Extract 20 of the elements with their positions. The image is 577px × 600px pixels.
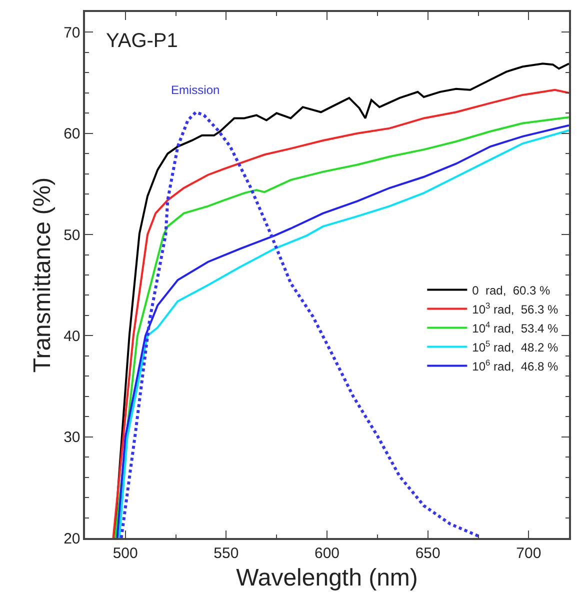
x-tick-label: 650 [415, 544, 440, 562]
legend-label: 10$^{5}$ rad, 48.2 % [472, 338, 559, 354]
x-tick-label: 500 [112, 544, 138, 562]
annotation: YAG-P1 [106, 30, 178, 52]
y-tick-label: 50 [64, 226, 80, 244]
y-tick-label: 20 [64, 530, 80, 548]
y-tick-label: 40 [64, 328, 80, 345]
y-axis-title: Transmittance (%) [29, 177, 56, 373]
y-tick-label: 60 [64, 126, 80, 143]
y-tick-label: 30 [64, 429, 80, 446]
x-axis-title: Wavelength (nm) [236, 564, 418, 592]
legend-label: 10$^{3}$ rad, 56.3 % [472, 300, 559, 316]
legend-label: 10$^{6}$ rad, 46.8 % [472, 357, 559, 374]
y-tick-label: 70 [64, 24, 80, 42]
series-label: Emission [171, 83, 220, 97]
x-tick-label: 700 [516, 544, 542, 562]
legend-label: 0 rad, 60.3 % [472, 283, 551, 298]
x-tick-label: 600 [314, 544, 340, 562]
x-tick-label: 550 [214, 544, 239, 562]
legend-label: 10$^{4}$ rad, 53.4 % [472, 319, 559, 336]
